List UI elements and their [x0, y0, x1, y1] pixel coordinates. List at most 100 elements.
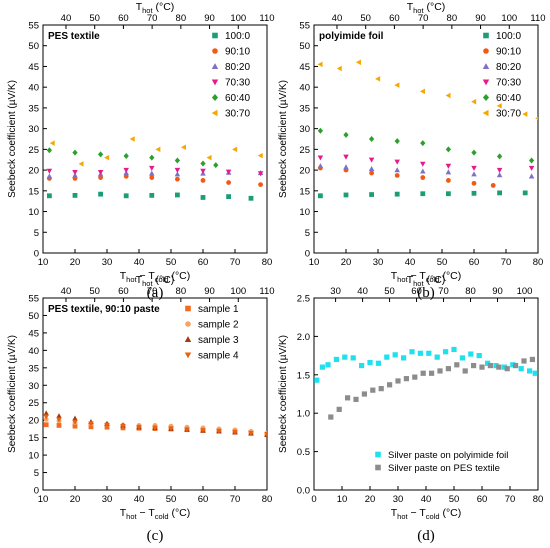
- top-x-tick-label: 110: [259, 286, 274, 297]
- top-x-tick-label: 60: [118, 13, 129, 24]
- data-point: [446, 178, 451, 183]
- y-tick-label: 15: [28, 433, 39, 444]
- data-point: [420, 140, 426, 147]
- y-tick-label: 50: [299, 41, 310, 52]
- top-axis-label: Thot (°C): [136, 1, 175, 15]
- data-point: [175, 176, 180, 182]
- y-tick-label: 5: [34, 468, 39, 479]
- data-point: [445, 163, 452, 169]
- y-axis-label: Seebeck coefficient (µV/K): [278, 80, 289, 198]
- y-tick-label: 15: [299, 186, 310, 197]
- data-point: [248, 195, 254, 201]
- legend-marker: [184, 336, 192, 343]
- y-axis-label: Seebeck coefficient (µV/K): [278, 335, 289, 453]
- data-point: [446, 191, 451, 197]
- data-point: [342, 354, 348, 360]
- data-point: [120, 423, 126, 429]
- x-tick-label: 40: [405, 257, 416, 268]
- data-point: [46, 168, 53, 174]
- legend-label: 100:0: [225, 31, 250, 42]
- plot-frame: [42, 24, 268, 254]
- top-axis-label: Thot (°C): [407, 1, 446, 15]
- top-x-tick-label: 80: [176, 13, 187, 24]
- data-point: [359, 362, 365, 369]
- data-point: [420, 370, 426, 376]
- y-tick-label: 2.5: [297, 294, 310, 305]
- data-point: [149, 192, 155, 198]
- top-x-tick-label: 100: [230, 13, 246, 24]
- x-tick-label: 50: [449, 494, 460, 505]
- top-x-tick-label: 70: [418, 13, 429, 24]
- chart-panel-2: 10 20 30 40 50 60 70 80 0 5 10 15 20 25 30 35 40 45 50 55 40…: [278, 1, 546, 301]
- data-point: [46, 173, 53, 179]
- data-point: [454, 362, 460, 368]
- series-5: [317, 127, 535, 164]
- data-point: [522, 190, 528, 196]
- data-point: [257, 171, 264, 177]
- data-point: [123, 167, 129, 173]
- data-point: [46, 147, 53, 154]
- legend-marker: [482, 79, 490, 86]
- data-point: [98, 191, 103, 197]
- data-point: [72, 423, 78, 429]
- x-tick-label: 20: [70, 257, 81, 268]
- y-tick-label: 45: [299, 62, 310, 73]
- data-point: [129, 136, 135, 142]
- data-point: [375, 76, 381, 82]
- data-point: [200, 168, 206, 174]
- y-tick-label: 10: [28, 207, 39, 218]
- data-point: [232, 429, 238, 435]
- y-tick-label: 50: [28, 311, 39, 322]
- plot-frame: [313, 24, 539, 254]
- series-3: [46, 169, 264, 179]
- data-point: [394, 167, 400, 173]
- y-tick-label: 40: [299, 83, 310, 94]
- legend-marker: [482, 63, 490, 70]
- data-point: [513, 362, 519, 369]
- y-tick-label: 45: [28, 328, 39, 339]
- x-tick-label: 10: [337, 494, 348, 505]
- data-point: [378, 386, 384, 392]
- data-layer: [46, 136, 264, 201]
- x-tick-label: 70: [501, 257, 512, 268]
- data-point: [213, 162, 219, 169]
- x-tick-label: 20: [341, 257, 352, 268]
- legend-label: 60:40: [225, 93, 250, 104]
- data-point: [521, 358, 527, 364]
- data-point: [445, 366, 451, 372]
- data-point: [401, 355, 407, 361]
- x-tick-label: 60: [477, 494, 488, 505]
- data-point: [420, 161, 426, 167]
- data-point: [496, 172, 503, 178]
- x-tick-label: 80: [533, 494, 544, 505]
- top-x-tick-label: 80: [465, 286, 476, 297]
- series-6: [317, 59, 538, 120]
- y-tick-label: 10: [28, 451, 39, 462]
- data-point: [47, 193, 52, 199]
- data-point: [368, 157, 375, 163]
- x-tick-label: 30: [102, 494, 113, 505]
- x-axis-label: Thot − Tcold (°C): [120, 507, 191, 521]
- legend-marker: [211, 109, 218, 117]
- top-x-tick-label: 50: [89, 286, 100, 297]
- legend-marker: [375, 464, 381, 471]
- panel-label: (c): [147, 528, 164, 544]
- data-point: [149, 175, 155, 180]
- top-x-tick-label: 70: [147, 286, 158, 297]
- data-point: [43, 414, 49, 420]
- data-point: [257, 152, 263, 159]
- legend-marker: [211, 94, 219, 101]
- data-point: [496, 167, 503, 173]
- data-layer: [314, 346, 538, 420]
- data-point: [72, 172, 78, 178]
- data-point: [426, 350, 432, 356]
- y-tick-label: 5: [34, 228, 39, 239]
- data-point: [392, 352, 398, 358]
- data-point: [429, 370, 435, 376]
- legend-label: sample 1: [198, 304, 239, 315]
- y-tick-label: 55: [28, 21, 39, 32]
- y-tick-label: 1.0: [297, 409, 310, 420]
- data-point: [528, 173, 535, 179]
- data-point: [318, 193, 323, 199]
